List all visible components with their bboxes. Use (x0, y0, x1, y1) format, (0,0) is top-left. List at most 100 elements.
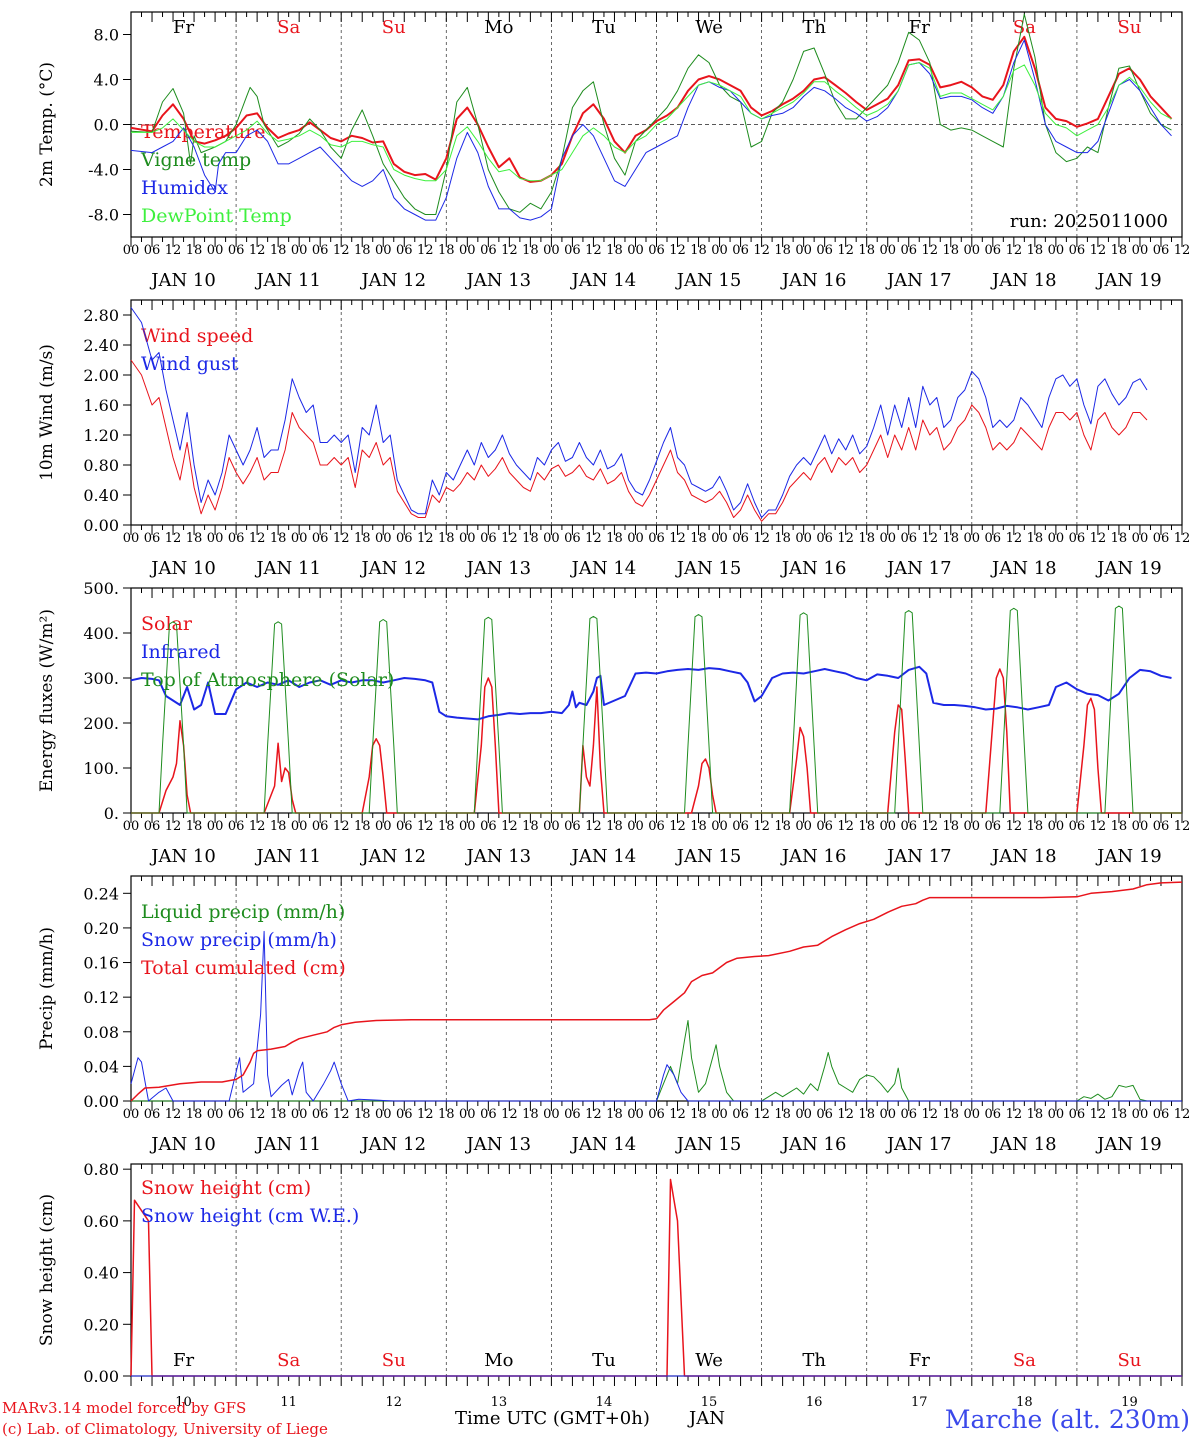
x-hour-label: 00 (543, 819, 560, 834)
x-hour-label: 12 (921, 1107, 938, 1122)
y-tick-label: 0.0 (94, 116, 119, 135)
x-hour-label: 00 (207, 531, 224, 546)
x-hour-label: 00 (375, 819, 392, 834)
x-hour-label: 00 (1132, 819, 1149, 834)
x-hour-label: 00 (711, 1107, 728, 1122)
x-hour-label: 00 (459, 531, 476, 546)
x-date-label: JAN 15 (675, 846, 742, 867)
y-tick-label: 0.16 (83, 954, 119, 973)
x-hour-label: 00 (964, 531, 981, 546)
legend-entry: Temperature (141, 121, 265, 143)
x-hour-label: 18 (1027, 819, 1044, 834)
x-hour-label: 18 (1027, 531, 1044, 546)
x-hour-label: 18 (354, 243, 371, 258)
x-hour-label: 12 (417, 819, 434, 834)
x-hour-label: 06 (1069, 243, 1086, 258)
x-hour-label: 18 (186, 243, 203, 258)
x-hour-label: 00 (795, 819, 812, 834)
x-hour-label: 12 (669, 243, 686, 258)
x-hour-label: 00 (1132, 1107, 1149, 1122)
x-hour-label: 00 (964, 819, 981, 834)
y-tick-label: 200. (83, 714, 119, 733)
x-hour-label: 06 (312, 531, 329, 546)
x-hour-label: 06 (1153, 1107, 1170, 1122)
x-hour-label: 00 (459, 243, 476, 258)
y-tick-label: 0.80 (83, 456, 119, 475)
x-hour-label: 12 (1174, 531, 1191, 546)
legend-entry: Top of Atmosphere (Solar) (141, 669, 394, 691)
x-hour-label: 06 (312, 819, 329, 834)
y-tick-label: 0.08 (83, 1023, 119, 1042)
x-daynum-label: 14 (596, 1395, 613, 1410)
x-date-label: JAN 11 (254, 1134, 321, 1155)
x-date-label: JAN 11 (254, 270, 321, 291)
x-hour-label: 12 (249, 819, 266, 834)
series-line (130, 35, 1173, 183)
x-hour-label: 00 (123, 1107, 140, 1122)
x-hour-label: 00 (795, 531, 812, 546)
x-hour-label: 06 (228, 243, 245, 258)
y-axis-label: 2m Temp. (°C) (37, 62, 57, 187)
weekday-label: Mo (484, 1350, 513, 1371)
x-hour-label: 12 (417, 1107, 434, 1122)
x-hour-label: 06 (816, 531, 833, 546)
x-date-label: JAN 12 (359, 270, 426, 291)
weekday-label: Fr (173, 17, 194, 38)
series-line (130, 13, 1172, 215)
x-hour-label: 12 (1174, 819, 1191, 834)
legend-entry: DewPoint Temp (141, 205, 292, 227)
x-hour-label: 00 (207, 819, 224, 834)
x-date-label: JAN 12 (359, 558, 426, 579)
x-hour-label: 06 (564, 1107, 581, 1122)
weekday-label: Tu (592, 17, 616, 38)
x-hour-label: 00 (375, 1107, 392, 1122)
x-date-label: JAN 13 (465, 558, 532, 579)
x-hour-label: 18 (270, 819, 287, 834)
y-tick-label: 0.24 (83, 884, 119, 903)
x-hour-label: 12 (417, 531, 434, 546)
x-hour-label: 06 (648, 243, 665, 258)
y-tick-label: 500. (83, 579, 119, 598)
y-tick-label: -4.0 (88, 161, 119, 180)
legend-entry: Total cumulated (cm) (141, 957, 346, 979)
x-hour-label: 12 (585, 1107, 602, 1122)
x-hour-label: 00 (879, 531, 896, 546)
series-line (130, 930, 1182, 1102)
x-hour-label: 06 (396, 531, 413, 546)
x-hour-label: 12 (501, 243, 518, 258)
x-daynum-label: 17 (911, 1395, 928, 1410)
x-hour-label: 18 (858, 243, 875, 258)
x-daynum-label: 13 (491, 1395, 508, 1410)
x-hour-label: 12 (165, 819, 182, 834)
series-line (130, 665, 1172, 721)
x-hour-label: 06 (900, 531, 917, 546)
x-daynum-label: 12 (385, 1395, 402, 1410)
x-date-label: JAN 10 (149, 270, 216, 291)
x-hour-label: 12 (249, 1107, 266, 1122)
x-date-label: JAN 10 (149, 1134, 216, 1155)
x-date-label: JAN 19 (1095, 1134, 1162, 1155)
x-hour-label: 12 (1006, 243, 1023, 258)
legend-entry: Infrared (141, 641, 221, 663)
x-hour-label: 06 (1153, 243, 1170, 258)
x-date-label: JAN 19 (1095, 558, 1162, 579)
x-hour-label: 12 (1006, 1107, 1023, 1122)
x-hour-label: 18 (354, 531, 371, 546)
x-hour-label: 12 (837, 243, 854, 258)
y-axis-label: Energy fluxes (W/m²) (37, 609, 57, 792)
y-axis-label: Snow height (cm) (37, 1194, 57, 1346)
x-hour-label: 06 (1153, 819, 1170, 834)
series-line (131, 62, 1172, 182)
x-hour-label: 18 (943, 1107, 960, 1122)
x-hour-label: 12 (333, 243, 350, 258)
series-line (130, 307, 1148, 518)
x-hour-label: 18 (606, 819, 623, 834)
x-hour-label: 06 (480, 531, 497, 546)
x-date-label: JAN 18 (990, 1134, 1057, 1155)
x-hour-label: 06 (144, 1107, 161, 1122)
x-hour-label: 00 (795, 243, 812, 258)
x-hour-label: 00 (627, 243, 644, 258)
y-tick-label: 100. (83, 759, 119, 778)
x-hour-label: 00 (711, 531, 728, 546)
x-hour-label: 12 (585, 531, 602, 546)
